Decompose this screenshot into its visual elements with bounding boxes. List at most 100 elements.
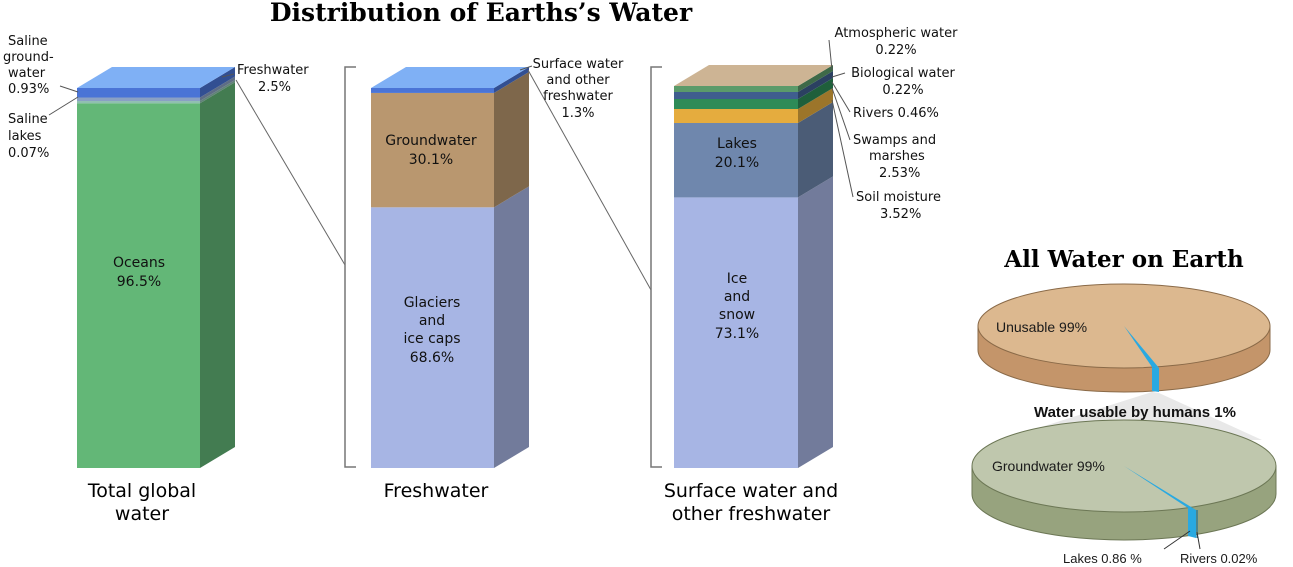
swamps-leader [831,87,851,141]
bar3-swamps-and-marshes-front [674,99,798,109]
biological-value: 0.22% [882,83,923,98]
pie-usable: Groundwater 99% Lakes 0.86 % Rivers 0.02… [971,419,1277,566]
atmospheric-label: Atmospheric water [835,26,959,41]
lakes-value: 20.1% [715,155,759,171]
bar2-groundwater-front [371,92,494,208]
pie-title: All Water on Earth [1003,246,1244,273]
bar3-labels: Lakes 20.1% Ice and snow 73.1% Atmospher… [664,26,958,525]
bar1-labels: Oceans 96.5% Freshwater 2.5% Saline grou… [3,34,309,525]
bar1-caption-2: water [115,503,169,525]
bar1-saline-lakes-side [200,80,235,104]
bar3-biological-water-front [674,86,798,92]
oceans-value: 96.5% [117,274,161,290]
lakes-label: Lakes [717,136,757,152]
rivers-pie-label: Rivers 0.02% [1180,551,1258,566]
bar3-soil-moisture-front [674,109,798,123]
rivers-leader [831,81,851,113]
bar2-top-face [371,67,529,88]
bar3-swamps-and-marshes-side [798,78,833,109]
bar1-saline-groundwater-side [200,76,235,102]
bar3-biological-water-side [798,65,833,92]
surface-water-label-1: Surface water [533,57,624,72]
pie2-lakes-slice [1124,466,1196,510]
biological-leader [831,72,846,78]
atmospheric-value: 0.22% [875,43,916,58]
bar1-freshwater-front [77,88,200,98]
freshwater-label: Freshwater [237,63,309,78]
surface-water-value: 1.3% [561,106,594,121]
saline-lakes-value: 0.07% [8,146,49,161]
stacked-bars [77,65,833,468]
atmospheric-leader [828,39,833,71]
bar3-lakes-front [674,123,798,198]
soil-value: 3.52% [880,207,921,222]
swamps-label-2: marshes [869,149,925,164]
saline-lakes-label-1: Saline [8,112,48,127]
bar1-caption-1: Total global [87,480,196,502]
lakes-pie-label: Lakes 0.86 % [1063,551,1142,566]
surface-water-label-2: and other [546,73,610,88]
surface-water-label-3: freshwater [543,89,613,104]
bar3-caption-2: other freshwater [672,503,831,525]
glaciers-label-2: and [419,313,445,329]
bar2-glaciers-and-ice-caps-side [494,186,529,468]
groundwater-pie-label: Groundwater 99% [992,458,1105,474]
ice-value: 73.1% [715,326,759,342]
swamps-value: 2.53% [879,166,920,181]
bar3-ice-and-snow-side [798,176,833,468]
bar3-lakes-side [798,102,833,198]
bar3-top-face [674,65,833,86]
groundwater-label: Groundwater [385,133,477,149]
lakes-leader [1163,530,1191,550]
saline-groundwater-label-1: Saline [8,34,48,49]
bar3-soil-moisture-side [798,88,833,123]
bar2-caption: Freshwater [384,480,489,502]
rivers-pie-leader [1196,531,1201,550]
ice-label-1: Ice [727,271,747,287]
chart-title: Distribution of Earths’s Water [270,0,693,27]
bracket-surface [650,66,662,468]
bar2-labels: Groundwater 30.1% Glaciers and ice caps … [384,57,624,502]
bar3-caption-1: Surface water and [664,480,838,502]
freshwater-leader [221,73,235,78]
saline-groundwater-leader [59,85,79,93]
groundwater-value: 30.1% [409,152,453,168]
connector-line-1 [235,79,346,266]
glaciers-label-1: Glaciers [404,295,461,311]
bar1-oceans-front [77,103,200,468]
saline-lakes-label-2: lakes [8,129,42,144]
glaciers-value: 68.6% [410,350,454,366]
saline-groundwater-label-2: ground- [3,50,54,65]
bar2-glaciers-and-ice-caps-front [371,207,494,468]
saline-groundwater-value: 0.93% [8,82,49,97]
pie2-lakes-side [1188,508,1196,538]
bar3-ice-and-snow-front [674,197,798,468]
glaciers-label-3: ice caps [403,331,460,347]
swamps-label-1: Swamps and [853,133,936,148]
bar1-oceans-side [200,82,235,468]
rivers-bar-label: Rivers 0.46% [853,106,939,121]
ice-label-3: snow [719,307,755,323]
freshwater-value: 2.5% [258,80,291,95]
bar2-surface-water-and-other-freshwater-front [371,88,494,93]
bar3-rivers-front [674,92,798,99]
surface-water-leader [519,65,533,71]
oceans-label: Oceans [113,255,165,271]
bar1-freshwater-side [200,67,235,98]
usable-label: Water usable by humans 1% [1034,404,1236,421]
saline-lakes-leader [48,96,79,116]
soil-leader [831,99,854,198]
connector-line-2 [527,69,652,291]
saline-groundwater-label-3: water [8,66,46,81]
pie1-usable-side [1152,367,1159,392]
bar1-saline-lakes-front [77,101,200,104]
unusable-label: Unusable 99% [996,319,1087,335]
bar3-rivers-side [798,71,833,99]
brackets [344,66,662,468]
biological-label: Biological water [851,66,955,81]
bar1-top-face [77,67,235,88]
connector-lines [235,69,652,291]
bracket-freshwater [344,66,356,468]
soil-label: Soil moisture [856,190,941,205]
